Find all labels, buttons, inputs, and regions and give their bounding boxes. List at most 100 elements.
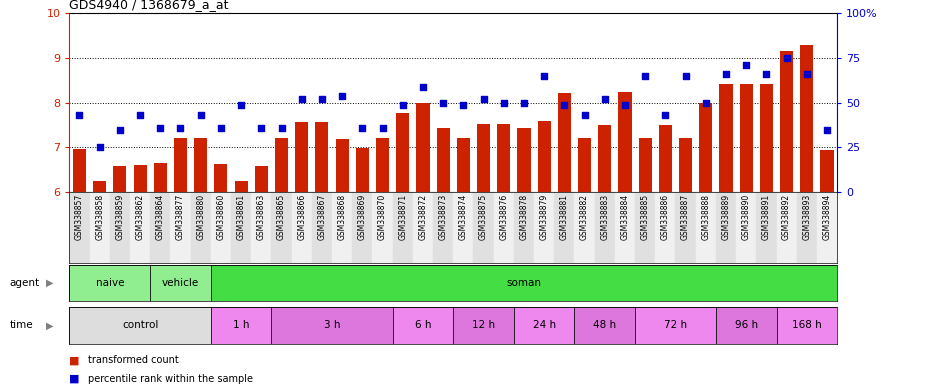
Bar: [574, 307, 635, 344]
Bar: [554, 192, 574, 263]
Bar: [498, 124, 511, 192]
Text: GSM338887: GSM338887: [681, 194, 690, 240]
Bar: [315, 122, 328, 192]
Point: [153, 125, 167, 131]
Bar: [800, 45, 813, 192]
Bar: [392, 307, 453, 344]
Point: [678, 73, 693, 79]
Text: ▶: ▶: [46, 320, 54, 331]
Point: [335, 93, 350, 99]
Text: ■: ■: [69, 355, 80, 365]
Bar: [174, 138, 187, 192]
Point: [436, 99, 450, 106]
Point: [415, 84, 430, 90]
Bar: [736, 192, 757, 263]
Bar: [494, 192, 514, 263]
Bar: [154, 164, 166, 192]
Bar: [392, 192, 413, 263]
Point: [497, 99, 512, 106]
Bar: [776, 307, 837, 344]
Bar: [356, 148, 369, 192]
Point: [557, 101, 572, 108]
Bar: [517, 128, 531, 192]
Text: naive: naive: [95, 278, 124, 288]
Bar: [376, 138, 389, 192]
Point: [253, 125, 268, 131]
Text: ▶: ▶: [46, 278, 54, 288]
Bar: [295, 122, 308, 192]
Bar: [191, 192, 211, 263]
Text: 72 h: 72 h: [664, 320, 687, 331]
Text: GSM338881: GSM338881: [560, 194, 569, 240]
Text: GSM338883: GSM338883: [600, 194, 610, 240]
Point: [536, 73, 551, 79]
Bar: [73, 149, 86, 192]
Text: vehicle: vehicle: [162, 278, 199, 288]
Text: GSM338863: GSM338863: [257, 194, 265, 240]
Bar: [235, 181, 248, 192]
Point: [234, 101, 249, 108]
Text: GSM338886: GSM338886: [660, 194, 670, 240]
Text: GSM338890: GSM338890: [742, 194, 751, 240]
Bar: [69, 192, 90, 263]
Text: GSM338869: GSM338869: [358, 194, 367, 240]
Bar: [477, 124, 490, 192]
Bar: [514, 192, 534, 263]
Point: [294, 96, 309, 102]
Bar: [635, 192, 655, 263]
Text: 168 h: 168 h: [792, 320, 821, 331]
Text: GSM338889: GSM338889: [722, 194, 731, 240]
Bar: [252, 192, 271, 263]
Bar: [619, 93, 632, 192]
Bar: [474, 192, 494, 263]
Text: soman: soman: [507, 278, 541, 288]
Point: [598, 96, 612, 102]
Bar: [615, 192, 635, 263]
Bar: [675, 192, 696, 263]
Text: time: time: [9, 320, 33, 331]
Bar: [133, 165, 147, 192]
Bar: [413, 192, 433, 263]
Point: [376, 125, 390, 131]
Bar: [696, 192, 716, 263]
Bar: [514, 307, 574, 344]
Bar: [595, 192, 615, 263]
Bar: [373, 192, 392, 263]
Bar: [215, 164, 228, 192]
Bar: [578, 138, 591, 192]
Point: [658, 112, 672, 118]
Text: GSM338866: GSM338866: [297, 194, 306, 240]
Bar: [655, 192, 675, 263]
Point: [214, 125, 228, 131]
Bar: [336, 139, 349, 192]
Text: GSM338880: GSM338880: [196, 194, 205, 240]
Bar: [433, 192, 453, 263]
Text: 24 h: 24 h: [533, 320, 556, 331]
Text: 48 h: 48 h: [593, 320, 616, 331]
Text: 12 h: 12 h: [472, 320, 495, 331]
Bar: [457, 138, 470, 192]
Bar: [150, 192, 170, 263]
Text: GSM338867: GSM338867: [317, 194, 327, 240]
Point: [72, 112, 87, 118]
Text: GSM338868: GSM338868: [338, 194, 347, 240]
Bar: [716, 307, 776, 344]
Point: [314, 96, 329, 102]
Bar: [130, 192, 150, 263]
Bar: [312, 192, 332, 263]
Text: GSM338864: GSM338864: [155, 194, 165, 240]
Bar: [598, 125, 611, 192]
Bar: [211, 192, 231, 263]
Bar: [635, 307, 716, 344]
Point: [637, 73, 652, 79]
Bar: [170, 192, 191, 263]
Bar: [150, 265, 211, 301]
Text: GSM338860: GSM338860: [216, 194, 226, 240]
Point: [395, 101, 410, 108]
Bar: [780, 51, 793, 192]
Bar: [740, 84, 753, 192]
Text: percentile rank within the sample: percentile rank within the sample: [88, 374, 253, 384]
Point: [516, 99, 531, 106]
Text: GSM338879: GSM338879: [539, 194, 549, 240]
Bar: [796, 192, 817, 263]
